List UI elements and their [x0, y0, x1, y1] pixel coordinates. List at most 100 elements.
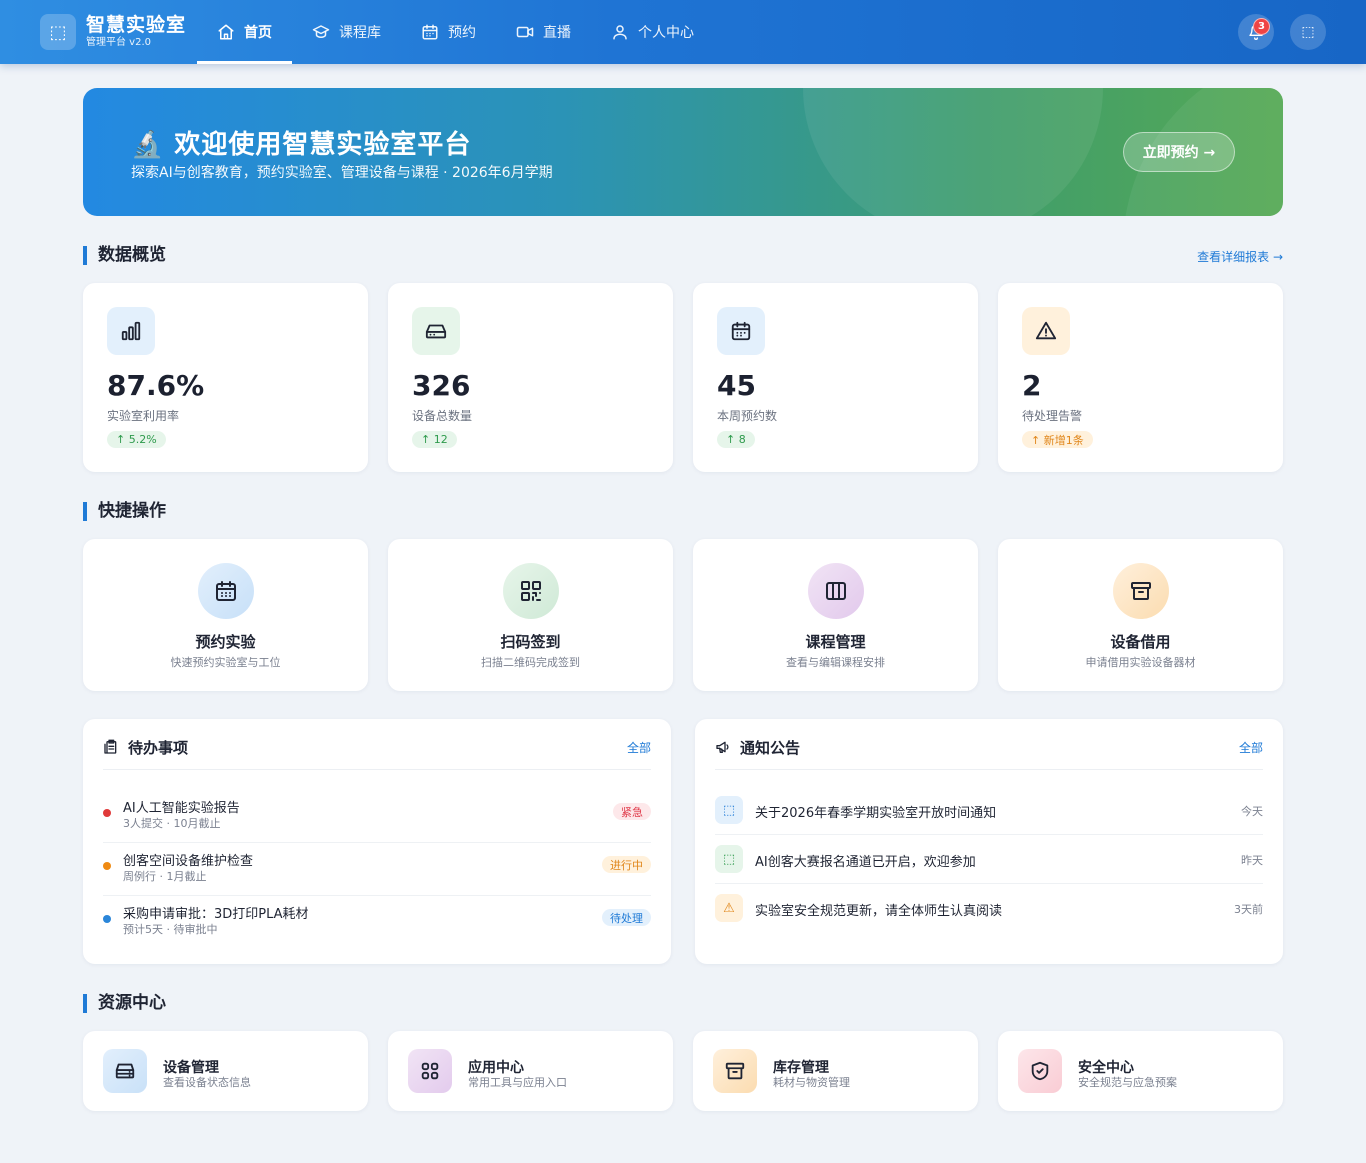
resource-title: 应用中心: [468, 1060, 524, 1076]
shield-check-icon: [1018, 1049, 1062, 1093]
task-title: 采购申请审批：3D打印PLA耗材: [123, 907, 309, 922]
task-meta: 3人提交 · 10月截止: [123, 817, 221, 830]
priority-dot: [103, 915, 111, 923]
view-all-link[interactable]: 全部: [626, 741, 651, 755]
resource-security-center[interactable]: 安全中心 安全规范与应急预案: [998, 1031, 1283, 1111]
home-icon: [218, 24, 234, 40]
notice-icon: ⬚: [715, 845, 743, 873]
notice-time: 昨天: [1241, 854, 1263, 867]
nav-item-booking[interactable]: 预约: [401, 0, 496, 64]
stat-card-utilization[interactable]: 87.6% 实验室利用率 ↑ 5.2%: [83, 283, 368, 472]
columns-icon: [808, 563, 864, 619]
task-title: AI人工智能实验报告: [123, 801, 240, 816]
task-meta: 周例行 · 1月截止: [123, 870, 207, 883]
view-report-link[interactable]: 查看详细报表 →: [1197, 250, 1283, 264]
todo-panel: 待办事项 全部 AI人工智能实验报告 3人提交 · 10月截止 紧急 创客空间设…: [83, 719, 671, 964]
notice-text: AI创客大赛报名通道已开启，欢迎参加: [755, 855, 976, 870]
welcome-banner: 🔬 欢迎使用智慧实验室平台 探索AI与创客教育，预约实验室、管理设备与课程 · …: [83, 88, 1283, 216]
calendar-icon: [198, 563, 254, 619]
user-icon: [613, 25, 627, 40]
notice-item[interactable]: ⬚ AI创客大赛报名通道已开启，欢迎参加 昨天: [715, 835, 1263, 884]
clipboard-icon: [104, 739, 117, 754]
resource-desc: 常用工具与应用入口: [468, 1076, 567, 1089]
notice-text: 实验室安全规范更新，请全体师生认真阅读: [755, 904, 1003, 919]
stat-value: 2: [1022, 369, 1042, 402]
task-item[interactable]: 创客空间设备维护检查 周例行 · 1月截止 进行中: [103, 844, 651, 896]
calendar-icon: [717, 307, 765, 355]
stat-label: 待处理告警: [1022, 409, 1083, 423]
resource-device-management[interactable]: 设备管理 查看设备状态信息: [83, 1031, 368, 1111]
priority-dot: [103, 809, 111, 817]
stat-value: 87.6%: [107, 369, 205, 402]
warning-icon: ⚠: [715, 894, 743, 922]
stat-label: 实验室利用率: [107, 409, 180, 423]
brand-title: 智慧实验室: [86, 14, 187, 36]
resource-desc: 耗材与物资管理: [773, 1076, 850, 1089]
notice-item[interactable]: ⚠ 实验室安全规范更新，请全体师生认真阅读 3天前: [715, 884, 1263, 933]
stat-label: 本周预约数: [717, 409, 778, 423]
video-icon: [516, 26, 534, 38]
brand-logo-icon: ⬚: [40, 14, 76, 50]
brand-subtitle: 管理平台 v2.0: [86, 37, 151, 48]
quick-action-title: 设备借用: [1110, 633, 1171, 651]
quick-action-title: 预约实验: [195, 633, 256, 651]
stat-trend-badge: ↑ 5.2%: [107, 431, 166, 448]
stat-trend-badge: ↑ 8: [717, 431, 755, 448]
notification-button[interactable]: 3: [1238, 14, 1274, 50]
book-now-button[interactable]: 立即预约 →: [1123, 132, 1235, 172]
panel-header: 待办事项 全部: [103, 737, 651, 770]
banner-decoration: [803, 88, 1103, 216]
resource-app-center[interactable]: 应用中心 常用工具与应用入口: [388, 1031, 673, 1111]
archive-icon: [1113, 563, 1169, 619]
top-navigation-bar: ⬚ 智慧实验室 管理平台 v2.0 首页 课程库 预约 直播 个人中心 3: [0, 0, 1366, 64]
priority-dot: [103, 862, 111, 870]
notice-item[interactable]: ⬚ 关于2026年春季学期实验室开放时间通知 今天: [715, 786, 1263, 835]
nav-item-live[interactable]: 直播: [496, 0, 591, 64]
panel-title: 待办事项: [128, 739, 189, 757]
view-all-link[interactable]: 全部: [1238, 741, 1263, 755]
avatar-icon: ⬚: [1301, 24, 1315, 40]
quick-action-book[interactable]: 预约实验 快速预约实验室与工位: [83, 539, 368, 691]
nav-item-home[interactable]: 首页: [197, 0, 292, 64]
bar-chart-icon: [107, 307, 155, 355]
stat-card-alerts[interactable]: 2 待处理告警 ↑ 新增1条: [998, 283, 1283, 472]
section-title-overview: 数据概览: [83, 246, 166, 265]
calendar-icon: [422, 24, 438, 40]
notice-text: 关于2026年春季学期实验室开放时间通知: [755, 806, 997, 821]
task-status-badge: 待处理: [602, 909, 651, 926]
stat-card-bookings[interactable]: 45 本周预约数 ↑ 8: [693, 283, 978, 472]
brand[interactable]: ⬚ 智慧实验室 管理平台 v2.0: [40, 14, 186, 50]
stat-trend-badge: ↑ 12: [412, 431, 457, 448]
task-item[interactable]: AI人工智能实验报告 3人提交 · 10月截止 紧急: [103, 791, 651, 843]
nav-label: 首页: [244, 25, 272, 41]
nav-label: 预约: [448, 25, 476, 41]
stat-label: 设备总数量: [412, 409, 473, 423]
avatar[interactable]: ⬚: [1290, 14, 1326, 50]
panel-title: 通知公告: [740, 739, 801, 757]
quick-action-desc: 申请借用实验设备器材: [1085, 656, 1196, 669]
notification-count-badge: 3: [1253, 18, 1270, 35]
task-meta: 预计5天 · 待审批中: [123, 923, 218, 936]
banner-title: 🔬 欢迎使用智慧实验室平台: [131, 130, 472, 160]
grid-icon: [408, 1049, 452, 1093]
resource-inventory[interactable]: 库存管理 耗材与物资管理: [693, 1031, 978, 1111]
alert-triangle-icon: [1022, 307, 1070, 355]
nav-label: 课程库: [339, 25, 381, 41]
notice-icon: ⬚: [715, 796, 743, 824]
nav-item-courses[interactable]: 课程库: [292, 0, 401, 64]
resource-desc: 安全规范与应急预案: [1078, 1076, 1177, 1089]
archive-icon: [713, 1049, 757, 1093]
notice-time: 3天前: [1234, 903, 1263, 916]
quick-action-borrow[interactable]: 设备借用 申请借用实验设备器材: [998, 539, 1283, 691]
quick-action-courses[interactable]: 课程管理 查看与编辑课程安排: [693, 539, 978, 691]
stat-card-devices[interactable]: 326 设备总数量 ↑ 12: [388, 283, 673, 472]
quick-action-desc: 快速预约实验室与工位: [170, 656, 281, 669]
task-item[interactable]: 采购申请审批：3D打印PLA耗材 预计5天 · 待审批中 待处理: [103, 897, 651, 949]
notice-time: 今天: [1241, 805, 1263, 818]
quick-action-checkin[interactable]: 扫码签到 扫描二维码完成签到: [388, 539, 673, 691]
quick-action-desc: 扫描二维码完成签到: [481, 656, 580, 669]
nav-item-profile[interactable]: 个人中心: [591, 0, 714, 64]
megaphone-icon: [716, 741, 729, 753]
graduation-cap-icon: [312, 25, 330, 38]
section-title-quick-actions: 快捷操作: [83, 502, 166, 521]
